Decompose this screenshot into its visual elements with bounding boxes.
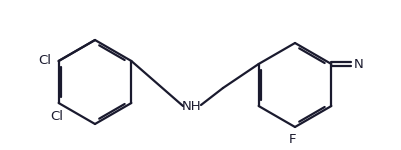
Text: NH: NH	[182, 100, 202, 114]
Text: F: F	[289, 133, 297, 146]
Text: N: N	[353, 57, 363, 70]
Text: Cl: Cl	[50, 110, 63, 123]
Text: Cl: Cl	[38, 54, 52, 68]
